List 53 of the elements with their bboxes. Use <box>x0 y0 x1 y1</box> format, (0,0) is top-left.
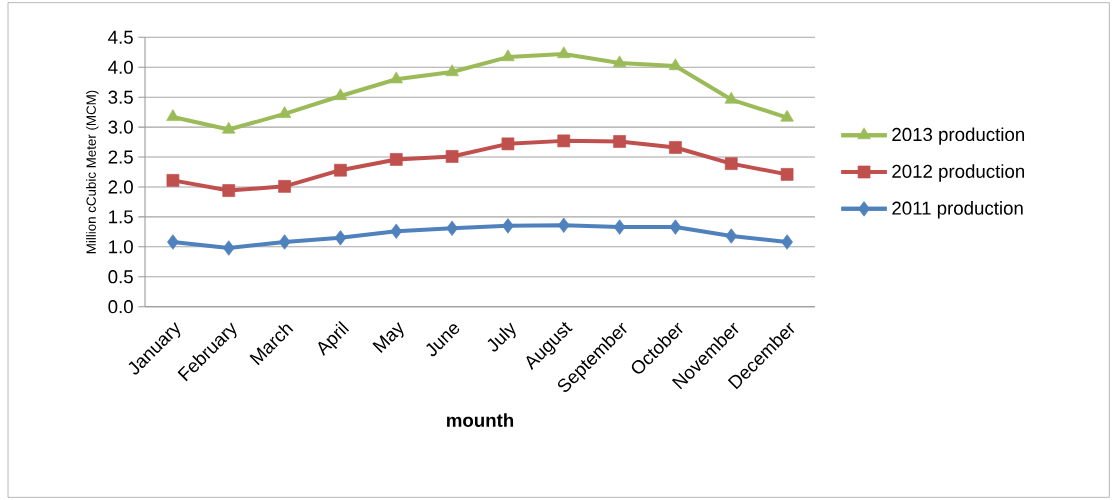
y-tick-label: 0.5 <box>108 270 133 284</box>
point <box>668 58 683 71</box>
point <box>278 180 291 193</box>
y-tick-label: 4.0 <box>108 60 133 74</box>
y-tick-label: 3.0 <box>108 120 133 134</box>
point <box>166 174 180 187</box>
point <box>446 220 458 236</box>
point <box>501 137 515 151</box>
point <box>278 234 291 250</box>
y-axis-title: Million cCubic Meter (MCM) <box>86 90 99 254</box>
point <box>334 163 347 177</box>
x-tick-label: May <box>372 322 404 353</box>
point <box>724 157 738 170</box>
y-tick-label: 2.5 <box>108 150 133 164</box>
point <box>445 64 459 77</box>
point <box>166 109 180 121</box>
point <box>390 223 403 239</box>
point <box>167 234 179 250</box>
y-tick-label: 4.5 <box>108 30 133 44</box>
point <box>389 71 403 84</box>
x-tick-label: July <box>487 322 516 352</box>
y-tick-label: 1.0 <box>109 240 133 254</box>
point <box>222 121 236 134</box>
x-axis-title: mounth <box>447 413 514 427</box>
point <box>277 106 292 118</box>
point <box>557 217 570 233</box>
point <box>669 141 682 154</box>
point <box>389 153 403 166</box>
point <box>613 219 626 235</box>
point <box>780 168 794 181</box>
point <box>333 88 348 100</box>
point <box>613 135 626 148</box>
legend-label: 2012 production <box>892 164 1025 182</box>
y-tick-label: 2.0 <box>108 180 133 194</box>
legend-label: 2013 production <box>892 127 1025 145</box>
point <box>557 46 571 59</box>
y-tick-label: 1.5 <box>109 210 133 224</box>
legend-label: 2011 production <box>892 201 1023 219</box>
point <box>557 134 571 148</box>
y-tick-label: 3.5 <box>108 90 133 104</box>
point <box>502 218 514 234</box>
point <box>334 230 347 246</box>
point <box>725 228 738 244</box>
point <box>222 184 236 197</box>
point <box>780 109 794 122</box>
point <box>669 219 682 235</box>
point <box>222 240 235 256</box>
point <box>724 91 738 104</box>
point <box>781 234 793 250</box>
point <box>612 55 627 68</box>
y-tick-label: 0.0 <box>108 300 133 314</box>
point <box>445 150 459 163</box>
point <box>501 49 515 62</box>
